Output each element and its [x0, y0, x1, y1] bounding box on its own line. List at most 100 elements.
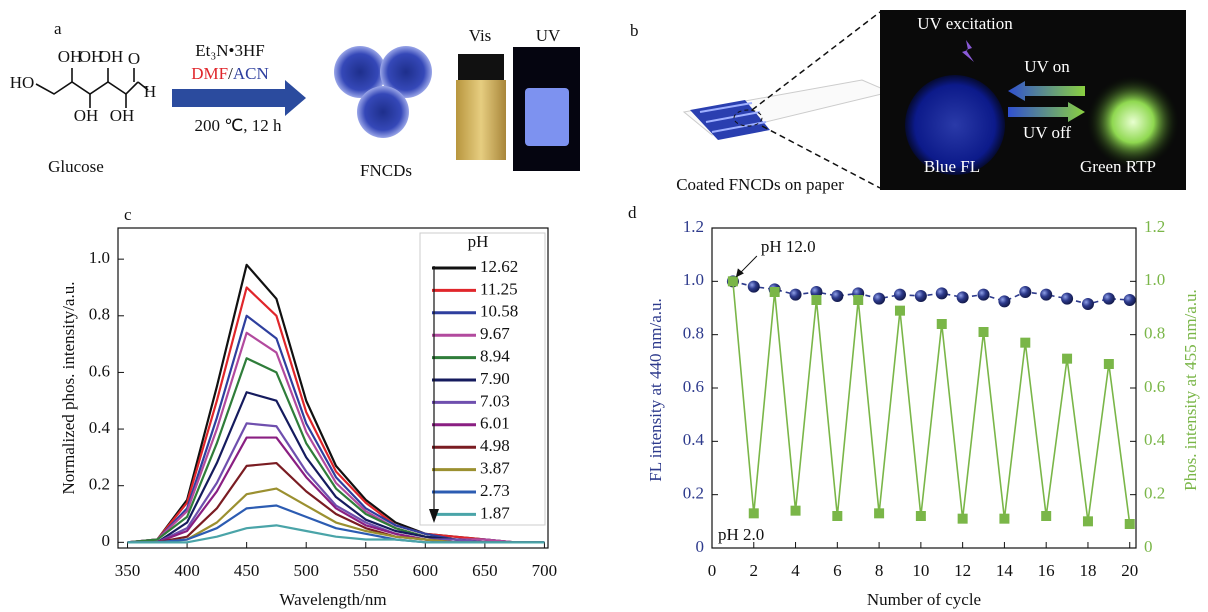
x-tick-label: 550 — [353, 561, 379, 580]
marker — [727, 276, 738, 287]
marker — [790, 505, 801, 516]
marker — [893, 288, 906, 301]
excitation-label: UV excitation — [917, 14, 1013, 33]
solvent-2: ACN — [233, 64, 269, 83]
stripe — [699, 102, 753, 113]
y-tick-label: 0.2 — [1144, 484, 1165, 503]
y-tick-label: 1.0 — [683, 270, 704, 289]
panel-label: b — [630, 21, 639, 40]
marker — [1041, 511, 1052, 521]
panel-a: a HO OH OH OH O H OH OH Glucose Et₃N•3HF… — [10, 19, 580, 180]
marker — [936, 319, 947, 329]
legend-label: 6.01 — [480, 414, 510, 433]
green-spot — [1087, 76, 1179, 168]
x-tick-label: 0 — [708, 561, 717, 580]
marker — [1082, 516, 1093, 527]
x-tick-label: 450 — [234, 561, 260, 580]
y-tick-label: 0.8 — [1144, 324, 1165, 343]
bond — [137, 81, 149, 91]
x-tick-label: 500 — [293, 561, 319, 580]
uv-on-label: UV on — [1024, 57, 1070, 76]
legend-title: pH — [468, 232, 489, 251]
marker — [957, 513, 968, 524]
marker — [831, 290, 844, 302]
marker — [1123, 294, 1136, 306]
atom-label: OH — [99, 47, 124, 66]
y-axis-label: Phos. intensity at 455 nm/a.u. — [1181, 289, 1200, 491]
y-tick-label: 0.6 — [683, 377, 704, 396]
legend-label: 10.58 — [480, 302, 518, 321]
marker — [998, 295, 1011, 308]
marker — [873, 292, 886, 305]
atom-label: OH — [110, 106, 135, 125]
uv-beam — [962, 40, 974, 62]
dot — [380, 46, 432, 98]
legend-label: 1.87 — [480, 503, 510, 522]
y-tick-label: 0.8 — [89, 305, 110, 324]
marker — [1081, 298, 1094, 310]
y-axis-label: FL intensity at 440 nm/a.u. — [646, 298, 665, 482]
marker — [977, 288, 990, 301]
marker — [811, 295, 822, 305]
legend-label: 4.98 — [480, 436, 510, 455]
annotation: pH 12.0 — [761, 237, 816, 256]
y-tick-label: 1.0 — [1144, 270, 1165, 289]
vial — [456, 80, 506, 160]
x-tick-label: 600 — [413, 561, 439, 580]
legend-label: 9.67 — [480, 324, 510, 343]
legend-arrowhead — [429, 509, 439, 523]
x-tick-label: 700 — [532, 561, 558, 580]
panel-label: c — [124, 205, 132, 224]
x-tick-label: 12 — [954, 561, 971, 580]
plot-frame — [711, 227, 1137, 549]
atom-label: OH — [79, 47, 104, 66]
x-axis-label: Wavelength/nm — [279, 590, 386, 609]
y-tick-label: 0.8 — [683, 324, 704, 343]
reactant-label: Glucose — [48, 157, 104, 176]
series-line — [127, 524, 545, 544]
marker — [978, 327, 989, 337]
uv-off-arrow — [1008, 102, 1085, 122]
separator: / — [228, 64, 233, 83]
panel-b: b Coated FNCDs on paper UV excitation UV… — [630, 10, 1186, 194]
x-tick-label: 20 — [1121, 561, 1138, 580]
y-tick-label: 0 — [696, 537, 705, 556]
marker — [748, 508, 759, 519]
y-tick-label: 0.4 — [683, 430, 705, 449]
marker — [956, 291, 969, 304]
legend-label: 8.94 — [480, 347, 510, 366]
legend-label: 12.62 — [480, 257, 518, 276]
x-tick-label: 6 — [833, 561, 842, 580]
conditions: 200 ℃, 12 h — [194, 116, 282, 135]
legend-label: 3.87 — [480, 459, 510, 478]
x-tick-label: 2 — [750, 561, 759, 580]
marker — [999, 513, 1010, 524]
marker — [832, 511, 843, 521]
vial-cap — [458, 54, 504, 80]
legend-label: 11.25 — [480, 279, 518, 298]
y-tick-label: 1.2 — [683, 217, 704, 236]
marker — [874, 508, 885, 519]
skeleton — [35, 81, 139, 96]
marker — [894, 305, 905, 316]
zoom-region — [733, 109, 763, 127]
marker — [789, 288, 802, 301]
uv-vial — [525, 88, 569, 146]
fl-label: Blue FL — [924, 157, 980, 176]
x-tick-label: 4 — [791, 561, 800, 580]
legend-label: 2.73 — [480, 481, 510, 500]
caption: Coated FNCDs on paper — [676, 175, 844, 194]
x-tick-label: 18 — [1079, 561, 1096, 580]
marker — [1102, 292, 1115, 305]
vial-label: UV — [536, 26, 561, 45]
marker — [853, 295, 864, 305]
series-line — [732, 281, 1131, 525]
plot-frame — [117, 227, 549, 549]
dot — [357, 86, 409, 138]
annotation: pH 2.0 — [718, 525, 764, 544]
legend-label: 7.90 — [480, 369, 510, 388]
y-tick-label: 0.6 — [89, 361, 110, 380]
atom-label: OH — [58, 47, 83, 66]
